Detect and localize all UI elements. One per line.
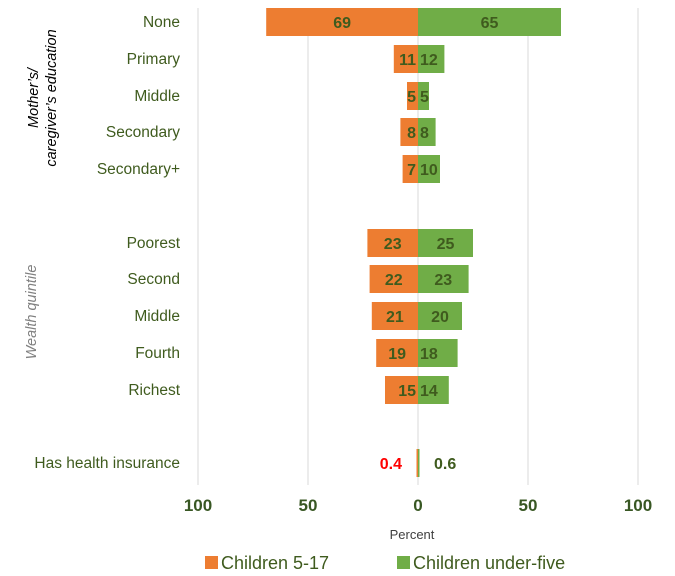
group-label-education: Mother’s/caregiver’s education (26, 29, 60, 166)
group-labels: Mother’s/caregiver’s education Wealth qui… (24, 29, 60, 359)
value-label-children-under-five: 10 (420, 162, 438, 179)
value-label-children-5-17: 11 (399, 52, 416, 69)
x-tick-label: 100 (624, 496, 652, 515)
value-label-children-under-five: 0.6 (434, 456, 456, 473)
category-label: None (143, 14, 180, 31)
value-label-children-5-17: 0.4 (380, 456, 402, 473)
value-label-children-under-five: 12 (420, 52, 438, 69)
legend-swatch (205, 556, 218, 569)
value-label-children-under-five: 65 (481, 15, 499, 32)
legend-label: Children 5-17 (221, 553, 329, 573)
bar-children-5-17 (417, 449, 419, 477)
category-label: Poorest (127, 235, 181, 252)
value-label-children-under-five: 23 (434, 272, 452, 289)
x-tick-labels: 100 50 0 50 100 (184, 496, 652, 515)
x-tick-label: 100 (184, 496, 212, 515)
value-label-children-5-17: 7 (407, 162, 416, 179)
x-axis-label: Percent (390, 527, 435, 542)
value-label-children-under-five: 14 (420, 383, 438, 400)
category-label: Has health insurance (34, 455, 180, 472)
x-tick-label: 50 (299, 496, 318, 515)
value-label-children-under-five: 5 (420, 89, 429, 106)
value-label-children-5-17: 21 (386, 309, 404, 326)
legend-swatch (397, 556, 410, 569)
value-label-children-5-17: 69 (333, 15, 351, 32)
category-label: Primary (127, 51, 181, 68)
bars (266, 8, 561, 477)
category-label: Middle (134, 308, 180, 325)
value-label-children-under-five: 25 (437, 236, 455, 253)
value-label-children-under-five: 18 (420, 346, 438, 363)
value-label-children-5-17: 15 (398, 383, 416, 400)
value-label-children-5-17: 8 (407, 125, 416, 142)
value-label-children-under-five: 20 (431, 309, 449, 326)
group-label-wealth: Wealth quintile (24, 265, 40, 360)
category-label: Middle (134, 88, 180, 105)
legend-label: Children under-five (413, 553, 565, 573)
bar-children-under-five (418, 449, 420, 477)
value-label-children-5-17: 23 (384, 236, 402, 253)
value-label-children-5-17: 19 (388, 346, 406, 363)
value-label-children-5-17: 5 (407, 89, 416, 106)
category-label: Secondary (106, 124, 180, 141)
legend: Children 5-17 Children under-five (205, 553, 565, 573)
x-tick-label: 0 (413, 496, 422, 515)
category-label: Fourth (135, 345, 180, 362)
category-label: Richest (128, 382, 180, 399)
category-label: Second (127, 271, 180, 288)
value-label-children-5-17: 22 (385, 272, 403, 289)
value-label-children-under-five: 8 (420, 125, 429, 142)
x-tick-label: 50 (519, 496, 538, 515)
category-label: Secondary+ (97, 161, 180, 178)
